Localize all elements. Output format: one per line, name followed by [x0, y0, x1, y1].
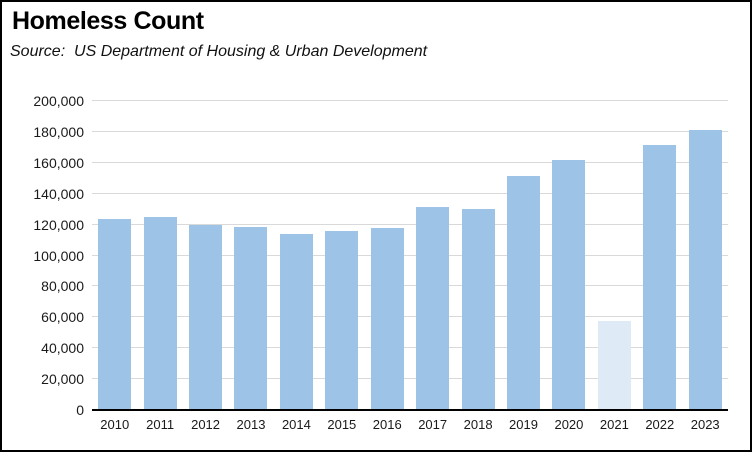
gridline-120000	[92, 223, 728, 225]
x-tick-label-2018: 2018	[463, 417, 493, 432]
gridline-60000	[92, 316, 728, 318]
chart-title: Homeless Count	[12, 7, 204, 35]
bar-2020	[552, 160, 586, 410]
y-tick-label-60000: 60,000	[41, 309, 84, 326]
x-tick-label-2019: 2019	[509, 417, 538, 432]
bar-slot-2021	[592, 101, 637, 410]
x-tick-label-2013: 2013	[236, 417, 266, 432]
bar-2010	[98, 219, 132, 410]
gridline-40000	[92, 347, 728, 349]
y-tick-label-20000: 20,000	[41, 371, 84, 388]
bar-2018	[461, 209, 495, 410]
bar-slot-2012	[183, 101, 228, 410]
x-tick-label-2020: 2020	[554, 417, 584, 432]
y-tick-label-200000: 200,000	[33, 93, 84, 109]
bar-slot-2019	[501, 101, 546, 410]
y-tick-label-0: 0	[76, 402, 84, 418]
bar-slot-2023	[682, 101, 727, 410]
bar-slot-2020	[546, 101, 591, 410]
chart-source-subtitle: Source: US Department of Housing & Urban…	[10, 43, 428, 60]
plot-area	[92, 100, 728, 411]
bar-2016	[370, 227, 404, 410]
x-tick-label-2021: 2021	[599, 417, 629, 432]
gridline-100000	[92, 254, 728, 256]
bar-slot-2014	[274, 101, 319, 410]
gridline-180000	[92, 130, 728, 132]
bar-2012	[189, 224, 223, 410]
bar-2011	[143, 216, 177, 410]
x-tick-label-2010: 2010	[100, 417, 130, 432]
x-tick-label-2023: 2023	[690, 417, 720, 432]
bar-slot-2013	[228, 101, 273, 410]
bar-series	[92, 101, 728, 410]
gridline-80000	[92, 285, 728, 287]
x-tick-label-2022: 2022	[645, 417, 675, 432]
bar-2023	[688, 129, 722, 410]
bar-2021	[597, 321, 631, 410]
bar-slot-2018	[455, 101, 500, 410]
y-tick-label-160000: 160,000	[33, 154, 84, 171]
gridline-200000	[92, 100, 728, 101]
gridline-140000	[92, 192, 728, 194]
x-tick-label-2015: 2015	[327, 417, 357, 432]
bar-2013	[234, 226, 268, 410]
bar-slot-2010	[92, 101, 137, 410]
bar-2019	[507, 175, 540, 410]
x-tick-label-2014: 2014	[281, 417, 311, 432]
y-tick-label-40000: 40,000	[41, 340, 84, 357]
x-axis-line	[92, 409, 728, 411]
y-axis-labels: 0 20,000 40,000 60,000 80,000 100,000 120,000 1…	[2, 2, 86, 450]
gridline-160000	[92, 161, 728, 163]
y-tick-label-120000: 120,000	[33, 216, 84, 233]
bar-slot-2022	[637, 101, 682, 410]
x-axis-labels: 2010 2011 2012 2013 2014 2015 2016 2017 2018 2019…	[92, 417, 728, 432]
gridline-20000	[92, 378, 728, 380]
bar-slot-2011	[137, 101, 182, 410]
bar-2014	[279, 233, 313, 410]
bar-2015	[325, 230, 359, 410]
bar-slot-2015	[319, 101, 364, 410]
y-tick-label-140000: 140,000	[33, 185, 84, 202]
bar-2022	[643, 145, 677, 410]
x-tick-label-2012: 2012	[191, 417, 221, 432]
x-tick-label-2011: 2011	[146, 417, 175, 432]
x-tick-label-2017: 2017	[418, 417, 448, 432]
y-tick-label-100000: 100,000	[33, 247, 84, 264]
bar-slot-2017	[410, 101, 455, 410]
x-tick-label-2016: 2016	[372, 417, 402, 432]
y-tick-label-180000: 180,000	[33, 123, 84, 140]
bar-2017	[416, 206, 450, 410]
bar-slot-2016	[365, 101, 410, 410]
y-tick-label-80000: 80,000	[41, 278, 84, 295]
